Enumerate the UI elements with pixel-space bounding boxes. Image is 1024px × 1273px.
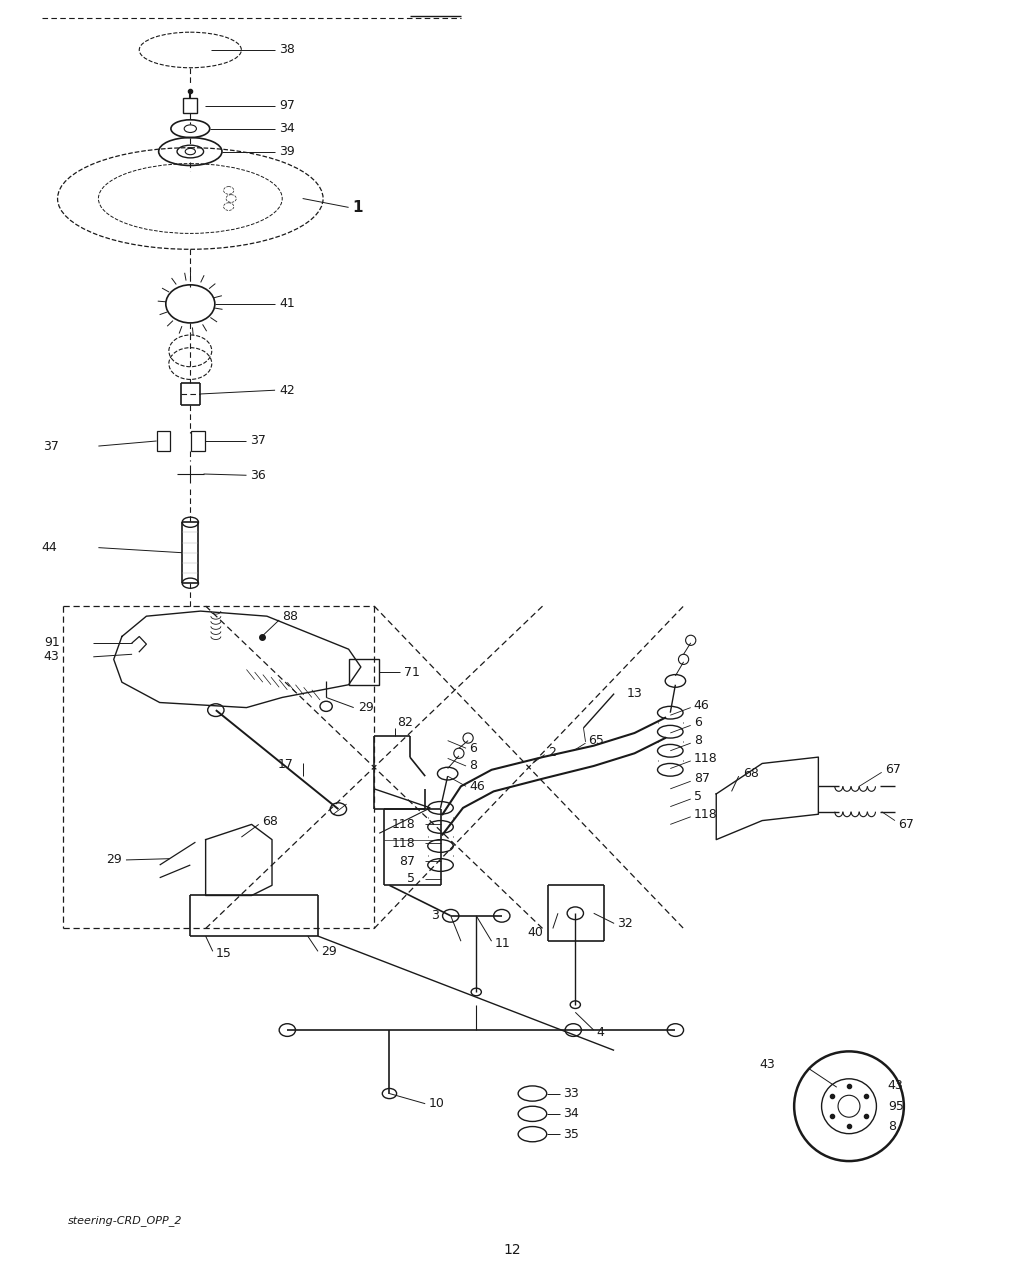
Text: 32: 32 [617,917,633,929]
Text: 68: 68 [262,815,278,829]
Text: 118: 118 [391,836,415,850]
Text: 43: 43 [44,651,59,663]
Text: 39: 39 [280,145,295,158]
Text: 41: 41 [280,298,295,311]
Text: 1: 1 [352,200,364,215]
Text: 29: 29 [106,853,122,867]
Text: 6: 6 [694,717,701,729]
Text: 46: 46 [694,699,710,712]
Text: 65: 65 [589,735,604,747]
Text: 13: 13 [627,687,642,700]
Text: 40: 40 [527,925,543,938]
Text: steering-CRD_OPP_2: steering-CRD_OPP_2 [68,1214,182,1226]
Text: 44: 44 [42,541,57,554]
Text: 5: 5 [694,791,701,803]
Text: 43: 43 [760,1058,775,1071]
Text: 82: 82 [397,717,414,729]
Text: 6: 6 [469,742,477,755]
Text: 88: 88 [283,610,298,622]
Text: 29: 29 [357,701,374,714]
Text: 43: 43 [888,1080,903,1092]
Text: 35: 35 [563,1128,579,1141]
Text: 87: 87 [694,773,710,785]
Text: 71: 71 [403,666,420,679]
Text: 37: 37 [251,434,266,448]
Text: 8: 8 [469,760,477,773]
Bar [183,98,198,113]
Text: 36: 36 [251,468,266,481]
Text: 34: 34 [563,1108,579,1120]
Text: 2: 2 [548,746,556,759]
Text: 118: 118 [694,752,718,765]
Text: 46: 46 [469,780,484,793]
Text: 4: 4 [597,1026,604,1039]
Text: 42: 42 [280,383,295,397]
Text: 8: 8 [694,735,701,747]
Bar [348,659,379,685]
Text: 10: 10 [428,1097,444,1110]
Text: 97: 97 [280,99,295,112]
Text: 8: 8 [888,1120,896,1133]
Text: 118: 118 [391,817,415,831]
Text: 11: 11 [495,937,510,950]
Text: 17: 17 [278,759,294,771]
Text: 67: 67 [898,817,913,831]
Text: 87: 87 [399,854,415,868]
Text: 38: 38 [280,43,295,56]
Text: 3: 3 [431,909,438,923]
Text: 34: 34 [280,122,295,135]
Text: 68: 68 [742,768,759,780]
Text: 5: 5 [407,872,415,886]
Text: 12: 12 [503,1242,521,1256]
Bar [191,430,205,451]
Text: 37: 37 [43,439,58,453]
Text: 67: 67 [885,764,901,777]
Text: 91: 91 [44,636,59,649]
Text: 118: 118 [694,808,718,821]
Bar [157,430,170,451]
Text: 15: 15 [216,947,231,960]
Text: 95: 95 [888,1100,904,1113]
Text: 29: 29 [322,945,337,957]
Text: 33: 33 [563,1087,579,1100]
